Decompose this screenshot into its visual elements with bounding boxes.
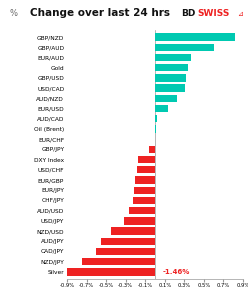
Bar <box>155 34 235 41</box>
Bar <box>155 44 214 51</box>
Bar <box>128 207 155 214</box>
Text: -1.46%: -1.46% <box>162 269 190 275</box>
Bar <box>155 74 186 82</box>
Bar <box>111 227 155 235</box>
Bar <box>155 95 177 102</box>
Bar <box>155 125 156 133</box>
Text: SWISS: SWISS <box>197 9 230 18</box>
Bar <box>138 156 155 163</box>
Text: BD: BD <box>181 9 195 18</box>
Bar <box>101 238 155 245</box>
Bar <box>155 54 191 61</box>
Text: Change over last 24 hrs: Change over last 24 hrs <box>30 8 170 19</box>
Bar <box>134 187 155 194</box>
Text: %: % <box>10 9 18 18</box>
Bar <box>149 146 155 153</box>
Bar <box>155 64 188 71</box>
Bar <box>137 166 155 173</box>
Bar <box>133 197 155 204</box>
Bar <box>96 248 155 255</box>
Bar <box>12 268 155 275</box>
Bar <box>124 217 155 224</box>
Bar <box>135 176 155 184</box>
Bar <box>82 258 155 265</box>
Text: ⊿: ⊿ <box>237 11 243 16</box>
Bar <box>155 105 168 112</box>
Bar <box>155 85 185 92</box>
Bar <box>155 115 157 122</box>
